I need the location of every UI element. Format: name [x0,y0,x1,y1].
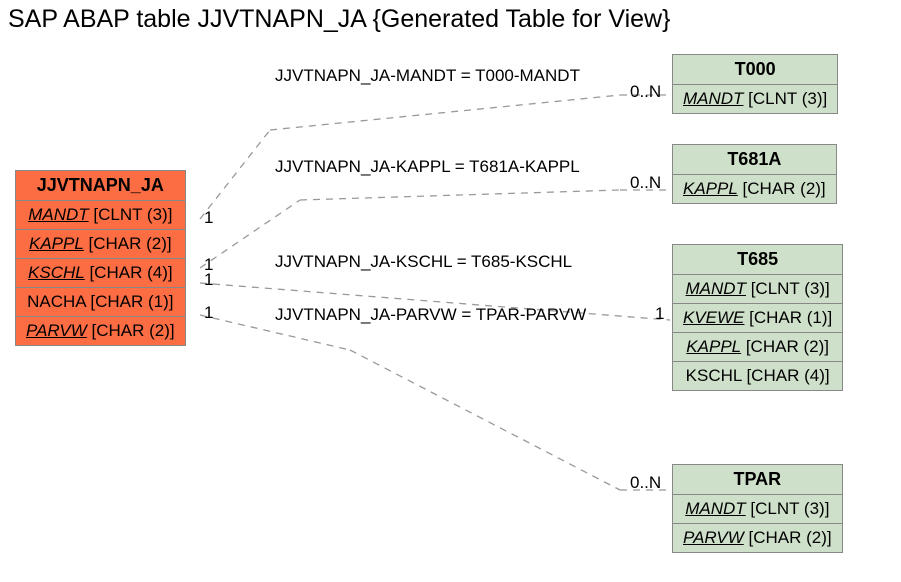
field-row: KSCHL [CHAR (4)] [673,362,843,391]
table-header: T681A [673,145,837,175]
field-name: KSCHL [28,263,85,282]
cardinality-source: 1 [204,270,213,290]
field-name: KSCHL [686,366,742,385]
ref-table-t000: T000MANDT [CLNT (3)] [672,54,838,114]
field-name: PARVW [683,528,744,547]
field-row: KAPPL [CHAR (2)] [673,175,837,204]
field-row: MANDT [CLNT (3)] [673,495,843,524]
field-row: KSCHL [CHAR (4)] [16,259,186,288]
cardinality-target: 0..N [630,173,661,193]
table-header: T000 [673,55,838,85]
field-name: MANDT [28,205,88,224]
field-name: NACHA [27,292,86,311]
ref-table-tpar: TPARMANDT [CLNT (3)]PARVW [CHAR (2)] [672,464,843,553]
field-row: KAPPL [CHAR (2)] [673,333,843,362]
field-name: KVEWE [683,308,744,327]
cardinality-target: 0..N [630,82,661,102]
relationship-label: JJVTNAPN_JA-KAPPL = T681A-KAPPL [275,157,580,177]
cardinality-source: 1 [204,303,213,323]
field-row: PARVW [CHAR (2)] [16,317,186,346]
main-table: JJVTNAPN_JAMANDT [CLNT (3)]KAPPL [CHAR (… [15,170,186,346]
field-row: PARVW [CHAR (2)] [673,524,843,553]
cardinality-target: 0..N [630,473,661,493]
relationship-label: JJVTNAPN_JA-MANDT = T000-MANDT [275,66,580,86]
page-title: SAP ABAP table JJVTNAPN_JA {Generated Ta… [8,5,670,34]
cardinality-source: 1 [204,208,213,228]
field-name: MANDT [686,279,746,298]
cardinality-target: 1 [655,304,664,324]
field-name: MANDT [683,89,743,108]
field-row: KVEWE [CHAR (1)] [673,304,843,333]
field-name: KAPPL [683,179,738,198]
field-name: KAPPL [686,337,741,356]
table-header: T685 [673,245,843,275]
relationship-label: JJVTNAPN_JA-KSCHL = T685-KSCHL [275,252,572,272]
field-name: KAPPL [29,234,84,253]
table-header: TPAR [673,465,843,495]
table-header: JJVTNAPN_JA [16,171,186,201]
ref-table-t681a: T681AKAPPL [CHAR (2)] [672,144,837,204]
field-name: PARVW [26,321,87,340]
field-row: KAPPL [CHAR (2)] [16,230,186,259]
relationship-label: JJVTNAPN_JA-PARVW = TPAR-PARVW [275,305,586,325]
field-row: NACHA [CHAR (1)] [16,288,186,317]
field-row: MANDT [CLNT (3)] [16,201,186,230]
ref-table-t685: T685MANDT [CLNT (3)]KVEWE [CHAR (1)]KAPP… [672,244,843,391]
field-row: MANDT [CLNT (3)] [673,275,843,304]
field-name: MANDT [685,499,745,518]
field-row: MANDT [CLNT (3)] [673,85,838,114]
